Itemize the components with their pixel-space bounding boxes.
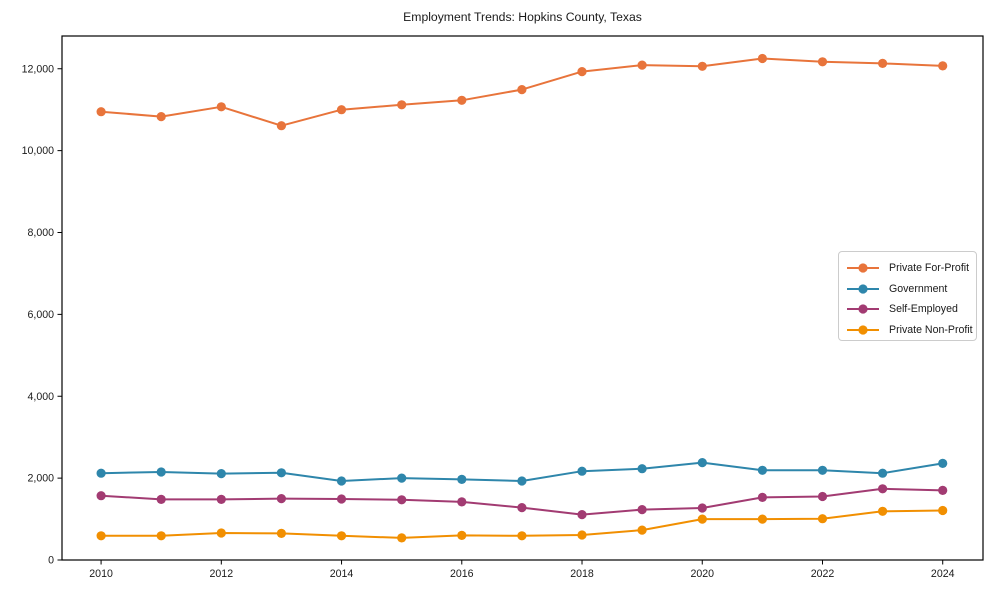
data-point-government [938, 458, 948, 468]
data-point-private-non-profit [577, 530, 587, 540]
data-point-private-for-profit [336, 105, 347, 115]
data-point-private-for-profit [817, 57, 828, 67]
data-point-private-non-profit [397, 533, 407, 543]
x-tick-label: 2018 [570, 568, 594, 580]
data-point-private-for-profit [637, 60, 647, 70]
data-point-self-employed [697, 503, 707, 513]
legend-label: Government [889, 282, 948, 295]
x-tick-label: 2022 [811, 568, 835, 580]
data-point-government [156, 467, 166, 477]
data-point-government [757, 465, 768, 475]
data-point-private-non-profit [757, 514, 768, 524]
legend: Private For-Profit Government Self-Employe… [838, 251, 977, 341]
legend-item-self-employed: Self-Employed [839, 299, 976, 320]
data-point-private-for-profit [517, 85, 527, 95]
data-point-government [457, 474, 467, 484]
data-point-self-employed [276, 494, 286, 504]
data-point-government [697, 458, 707, 468]
data-point-private-for-profit [697, 61, 707, 71]
data-point-private-non-profit [938, 505, 948, 516]
data-point-private-non-profit [96, 531, 106, 541]
data-point-self-employed [577, 509, 587, 520]
data-point-private-non-profit [697, 514, 707, 524]
data-point-private-non-profit [517, 531, 527, 541]
legend-item-private-non-profit: Private Non-Profit [839, 320, 976, 341]
data-point-private-non-profit [156, 531, 166, 541]
data-point-government [216, 469, 226, 479]
data-point-private-non-profit [276, 528, 286, 539]
data-point-private-for-profit [757, 53, 768, 64]
data-point-self-employed [457, 497, 467, 507]
legend-label: Self-Employed [889, 303, 958, 316]
data-point-self-employed [637, 505, 647, 515]
legend-marker-icon [847, 263, 879, 273]
data-point-private-for-profit [577, 67, 587, 77]
chart-title: Employment Trends: Hopkins County, Texas [403, 10, 642, 24]
data-point-self-employed [96, 491, 106, 501]
plot-border [61, 35, 984, 561]
data-point-private-for-profit [96, 107, 106, 117]
data-point-government [96, 468, 106, 478]
legend-label: Private Non-Profit [889, 323, 973, 336]
data-point-private-for-profit [938, 61, 948, 71]
legend-item-private-for-profit: Private For-Profit [839, 258, 976, 279]
data-point-self-employed [817, 491, 828, 502]
y-tick-label: 0 [48, 555, 54, 567]
legend-label: Private For-Profit [889, 262, 970, 275]
data-point-private-non-profit [216, 528, 226, 538]
data-point-self-employed [517, 503, 527, 513]
data-point-self-employed [757, 492, 768, 502]
y-tick-label: 8,000 [27, 227, 54, 239]
data-point-self-employed [397, 495, 407, 505]
x-tick-label: 2024 [931, 568, 955, 580]
legend-marker-icon [847, 325, 879, 335]
legend-item-government: Government [839, 279, 976, 300]
legend-marker-icon [847, 304, 879, 314]
y-tick-label: 4,000 [27, 391, 54, 403]
data-point-government [397, 473, 407, 483]
data-point-private-non-profit [878, 506, 888, 516]
data-point-government [276, 468, 286, 478]
data-point-government [817, 465, 828, 475]
y-tick-label: 12,000 [22, 63, 55, 75]
data-point-government [336, 476, 347, 486]
data-point-self-employed [156, 494, 166, 504]
data-point-private-non-profit [457, 530, 467, 541]
data-point-private-for-profit [156, 112, 166, 122]
data-point-self-employed [878, 484, 888, 494]
x-tick-label: 2010 [89, 568, 113, 580]
x-tick-label: 2020 [690, 568, 714, 580]
data-point-government [637, 464, 647, 474]
data-point-private-for-profit [397, 100, 407, 110]
y-tick-label: 2,000 [27, 473, 54, 485]
y-tick-label: 6,000 [27, 309, 54, 321]
data-point-government [878, 468, 888, 478]
data-point-private-non-profit [637, 525, 647, 535]
data-point-self-employed [336, 494, 347, 504]
data-point-private-for-profit [276, 121, 286, 131]
data-point-private-non-profit [817, 514, 828, 524]
legend-marker-icon [847, 284, 879, 294]
data-point-private-non-profit [336, 531, 347, 541]
data-point-government [577, 466, 587, 476]
data-point-private-for-profit [457, 95, 467, 105]
y-tick-label: 10,000 [22, 145, 55, 157]
x-tick-label: 2016 [450, 568, 474, 580]
data-point-self-employed [216, 494, 226, 504]
data-point-private-for-profit [216, 102, 226, 112]
x-tick-label: 2012 [210, 568, 234, 580]
data-point-self-employed [938, 485, 948, 495]
data-point-government [517, 476, 527, 486]
x-tick-label: 2014 [330, 568, 354, 580]
data-point-private-for-profit [878, 58, 888, 68]
